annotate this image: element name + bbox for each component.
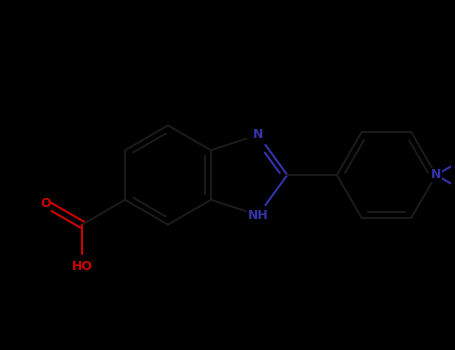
Text: N: N <box>253 128 263 141</box>
Text: NH: NH <box>248 209 268 222</box>
Text: N: N <box>431 168 441 182</box>
Text: HO: HO <box>71 260 92 273</box>
Text: O: O <box>40 197 51 210</box>
